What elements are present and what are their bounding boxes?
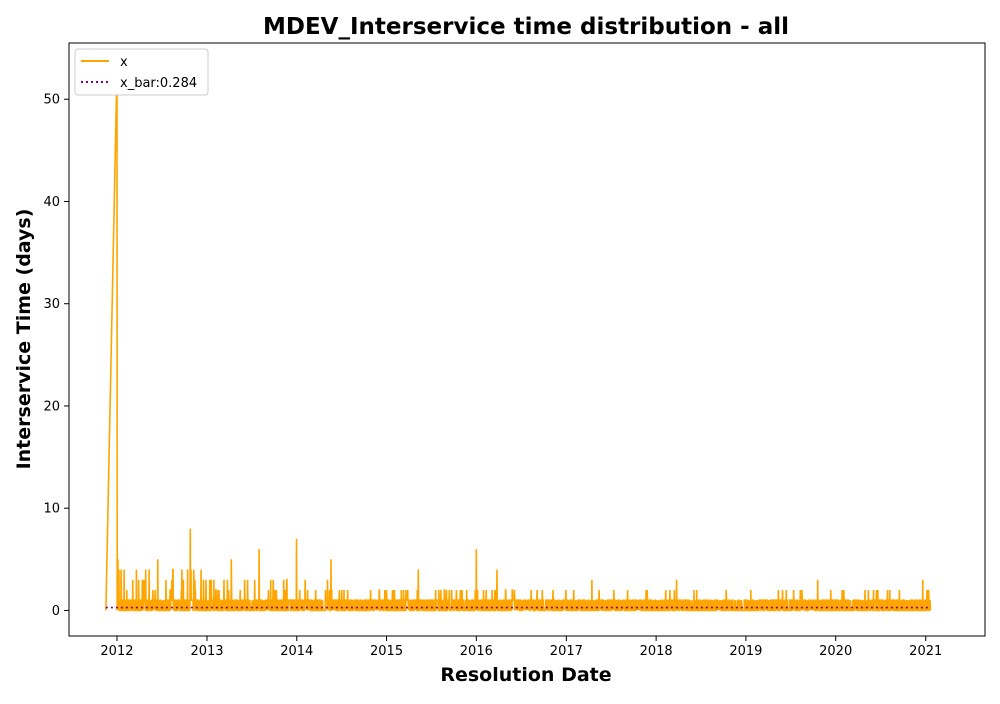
legend: x x_bar:0.284 — [74, 48, 209, 96]
x-tick-label-2016: 2016 — [460, 644, 493, 659]
y-tick-label-50: 50 — [43, 93, 60, 108]
series-line-x — [105, 68, 932, 612]
x-tick-label-2013: 2013 — [190, 644, 223, 659]
axes: 2012 2013 2014 2015 2016 2017 2018 2019 2020 2021… — [43, 42, 986, 659]
x-tick-label-2014: 2014 — [280, 644, 313, 659]
legend-label-x: x — [120, 55, 128, 70]
x-tick-label-2012: 2012 — [100, 644, 133, 659]
y-tick-label-30: 30 — [43, 297, 60, 312]
x-tick-label-2020: 2020 — [819, 644, 852, 659]
x-tick-label-2018: 2018 — [640, 644, 673, 659]
axes-frame — [68, 42, 986, 637]
y-axis-label: Interservice Time (days) — [13, 209, 35, 470]
y-tick-label-20: 20 — [43, 399, 60, 414]
y-tick-label-0: 0 — [52, 604, 60, 619]
plot-area — [105, 68, 932, 612]
chart-title: MDEV_Interservice time distribution - al… — [263, 14, 789, 40]
x-tick-label-2019: 2019 — [729, 644, 762, 659]
x-tick-label-2021: 2021 — [909, 644, 942, 659]
x-tick-label-2015: 2015 — [370, 644, 403, 659]
x-tick-label-2017: 2017 — [550, 644, 583, 659]
y-tick-label-10: 10 — [43, 502, 60, 517]
y-tick-label-40: 40 — [43, 195, 60, 210]
legend-label-x-bar: x_bar:0.284 — [120, 76, 197, 91]
x-axis-label: Resolution Date — [440, 664, 611, 686]
